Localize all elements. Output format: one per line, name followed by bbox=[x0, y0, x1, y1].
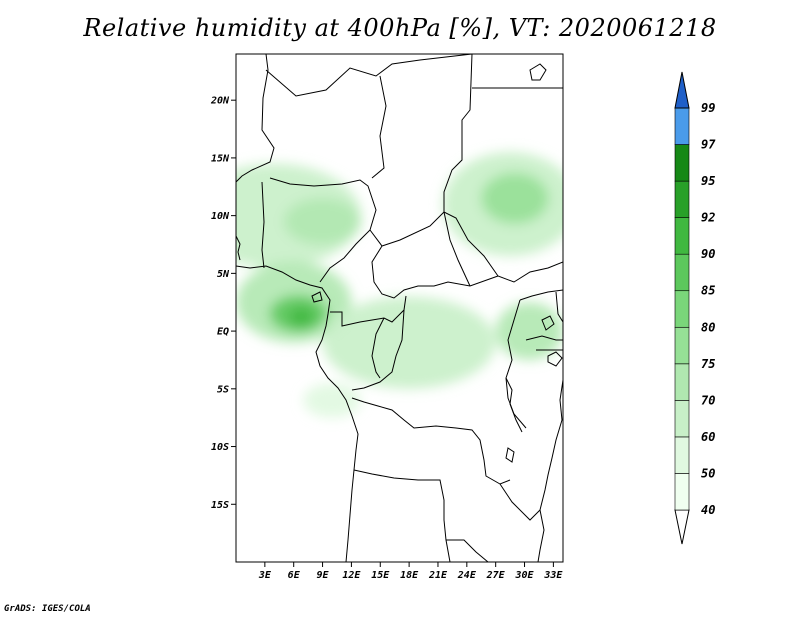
lat-tick-label: 5N bbox=[217, 269, 230, 280]
border-line bbox=[369, 211, 563, 283]
lon-tick-label: 24E bbox=[457, 570, 477, 581]
colorbar-level-label: 75 bbox=[701, 357, 715, 371]
river-outline bbox=[505, 377, 523, 433]
coastline-east bbox=[537, 379, 563, 562]
border-line bbox=[353, 469, 451, 562]
map-title: Relative humidity at 400hPa [%], VT: 202… bbox=[83, 14, 717, 42]
lon-tick-label: 6E bbox=[288, 570, 301, 581]
lat-tick-label: 10S bbox=[211, 442, 229, 453]
grads-credit: GrADS: IGES/COLA bbox=[4, 604, 91, 614]
lat-tick-label: EQ bbox=[217, 327, 229, 338]
colorbar-level-label: 92 bbox=[701, 211, 715, 225]
humidity-region-east-africa bbox=[495, 302, 563, 360]
lake-outline bbox=[541, 315, 555, 331]
lake-outline bbox=[547, 351, 563, 367]
plot-frame bbox=[235, 53, 564, 563]
border-line bbox=[371, 317, 385, 379]
border-line bbox=[371, 245, 499, 299]
colorbar-swatch bbox=[674, 217, 690, 255]
border-line bbox=[525, 335, 563, 341]
colorbar-swatch bbox=[674, 290, 690, 328]
border-line bbox=[351, 309, 405, 391]
lon-tick-label: 9E bbox=[317, 570, 330, 581]
coastline-west bbox=[236, 265, 359, 562]
border-line bbox=[236, 54, 275, 183]
border-line bbox=[555, 291, 563, 323]
border-line bbox=[443, 54, 473, 212]
colorbar-swatch bbox=[674, 253, 690, 292]
colorbar-below-arrow bbox=[674, 509, 690, 545]
humidity-region-angola-coast bbox=[303, 383, 362, 418]
lat-tick-label: 15S bbox=[211, 500, 229, 511]
colorbar-swatch bbox=[674, 363, 690, 401]
colorbar-level-label: 70 bbox=[701, 393, 715, 407]
border-line bbox=[371, 75, 387, 179]
lake-outline bbox=[311, 291, 323, 303]
colorbar-swatch bbox=[674, 473, 690, 511]
lat-tick-label: 10N bbox=[211, 211, 230, 222]
border-line bbox=[265, 54, 473, 97]
lake-outline bbox=[529, 63, 547, 81]
border-line bbox=[330, 295, 407, 327]
border-line bbox=[499, 483, 541, 521]
lon-tick-label: 30E bbox=[514, 570, 534, 581]
lake-outline bbox=[505, 447, 515, 463]
lat-tick-label: 5S bbox=[217, 384, 229, 395]
coast-detail bbox=[236, 235, 241, 261]
humidity-region-congo-basin bbox=[322, 296, 496, 389]
border-line bbox=[261, 181, 265, 269]
colorbar-level-label: 40 bbox=[701, 503, 715, 517]
country-borders bbox=[236, 54, 563, 562]
lon-tick-label: 27E bbox=[486, 570, 506, 581]
border-line bbox=[443, 211, 471, 287]
lon-tick-label: 18E bbox=[400, 570, 419, 581]
colorbar-swatch bbox=[674, 326, 690, 365]
lat-tick-label: 15N bbox=[211, 153, 230, 164]
lat-tick-label: 20N bbox=[210, 96, 230, 107]
lon-tick-label: 21E bbox=[428, 570, 448, 581]
border-line bbox=[519, 289, 563, 301]
colorbar-swatch bbox=[674, 400, 690, 438]
lon-tick-label: 12E bbox=[342, 570, 361, 581]
border-line bbox=[351, 397, 511, 485]
border-line bbox=[446, 539, 489, 562]
humidity-shading bbox=[236, 152, 563, 418]
colorbar-level-label: 80 bbox=[701, 320, 715, 334]
humidity-region-gabon-peak bbox=[288, 306, 314, 328]
longitude-axis: 3E 6E 9E 12E 15E 18E 21E 24E 27E 30E 33E bbox=[258, 562, 563, 581]
humidity-region-sudan-core bbox=[481, 172, 549, 224]
colorbar-above-arrow bbox=[674, 71, 690, 109]
colorbar-level-label: 50 bbox=[701, 466, 715, 480]
colorbar-level-label: 97 bbox=[701, 138, 716, 152]
colorbar-swatch bbox=[674, 180, 690, 218]
colorbar-level-label: 95 bbox=[701, 174, 715, 188]
colorbar-swatch bbox=[674, 107, 690, 145]
lon-tick-label: 33E bbox=[543, 570, 563, 581]
lon-tick-label: 3E bbox=[258, 570, 272, 581]
latitude-axis: 20N 15N 10N 5N EQ 5S 10S 15S bbox=[210, 96, 236, 511]
colorbar-level-label: 85 bbox=[701, 284, 715, 298]
lon-tick-label: 15E bbox=[371, 570, 390, 581]
colorbar-swatch bbox=[674, 436, 690, 474]
colorbar-level-label: 90 bbox=[701, 247, 715, 261]
colorbar-legend: 40 50 60 70 75 80 85 90 92 95 97 99 bbox=[674, 71, 716, 545]
colorbar-swatch bbox=[674, 144, 690, 182]
border-line bbox=[269, 177, 377, 283]
colorbar-level-label: 99 bbox=[701, 101, 715, 115]
colorbar-level-label: 60 bbox=[701, 430, 715, 444]
humidity-region-nigeria-core bbox=[284, 198, 362, 245]
